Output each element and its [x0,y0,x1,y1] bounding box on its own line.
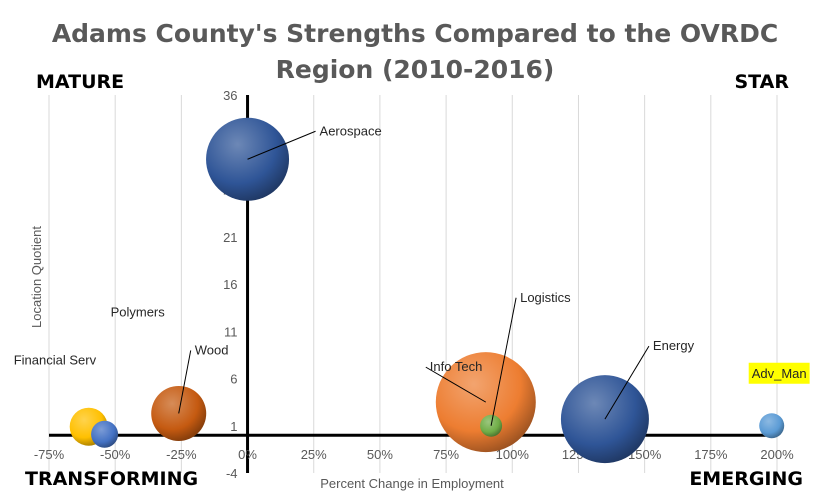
bubble-label-info-tech: Info Tech [430,359,483,374]
y-tick-label-4: 16 [223,277,237,292]
chart-title-line-2: Region (2010-2016) [276,55,555,84]
quadrant-label-emerging: EMERGING [689,468,803,490]
bubble-adv-man [759,413,785,439]
x-tick-label-10: 175% [694,447,728,462]
bubble-label-wood: Wood [195,342,229,357]
y-tick-label-0: 36 [223,88,237,103]
x-axis-title: Percent Change in Employment [320,476,504,491]
x-tick-label-0: -75% [34,447,65,462]
x-tick-label-11: 200% [760,447,794,462]
bubble-label-aerospace: Aerospace [320,123,382,138]
leader-line-wood [178,350,192,414]
label-highlight-adv-man [748,362,810,384]
x-tick-label-6: 75% [433,447,459,462]
gridlines [48,95,778,473]
x-tick-label-4: 25% [301,447,327,462]
x-tick-label-1: -50% [100,447,131,462]
leader-line-energy [604,345,650,420]
x-tick-label-7: 100% [496,447,530,462]
x-tick-label-9: 150% [628,447,662,462]
bubble-polymers [91,420,119,448]
bubble-labels: Financial Serv Polymers Wood Aerospace Info … [14,123,810,426]
y-tick-label-5: 11 [224,324,238,339]
x-tick-label-3: 0% [238,447,257,462]
quadrant-label-mature: MATURE [36,71,124,93]
y-tick-label-3: 21 [223,230,237,245]
x-tick-label-2: -25% [166,447,197,462]
y-tick-label-8: -4 [226,466,238,481]
leader-line-logistics [490,297,517,426]
y-axis-title: Location Quotient [29,226,44,328]
x-tick-label-5: 50% [367,447,393,462]
leader-line-info-tech [425,366,487,403]
bubble-label-polymers: Polymers [111,304,166,319]
bubbles [69,117,785,464]
tick-labels: -75% -50% -25% 0% 25% 50% 75% 100% 125% 150% 175% 2… [34,88,794,481]
y-tick-label-6: 6 [230,372,237,387]
leader-line-aerospace [247,130,316,160]
y-tick-label-7: 1 [230,419,237,434]
bubble-label-energy: Energy [653,338,695,353]
chart-title-line-1: Adams County's Strengths Compared to the… [52,19,778,48]
bubble-label-adv-man: Adv_Man [752,366,807,381]
bubble-label-financial-serv: Financial Serv [14,353,97,368]
bubble-label-logistics: Logistics [520,290,571,305]
quadrant-label-transforming: TRANSFORMING [25,468,198,490]
quadrant-label-star: STAR [734,71,789,93]
